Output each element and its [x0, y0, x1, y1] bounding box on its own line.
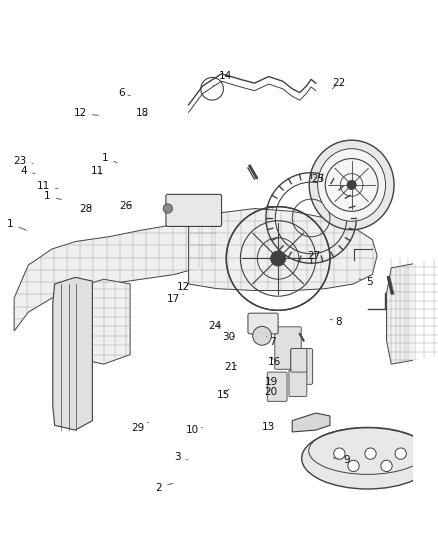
FancyBboxPatch shape: [248, 313, 278, 334]
FancyBboxPatch shape: [291, 349, 313, 384]
Text: 27: 27: [307, 252, 321, 262]
Ellipse shape: [318, 149, 385, 221]
FancyBboxPatch shape: [289, 370, 307, 397]
Text: 23: 23: [13, 156, 33, 166]
Text: 17: 17: [167, 294, 184, 304]
Polygon shape: [386, 259, 438, 364]
Text: 8: 8: [330, 317, 342, 327]
Polygon shape: [188, 208, 377, 290]
Circle shape: [347, 180, 357, 190]
Polygon shape: [292, 413, 330, 432]
Text: 1: 1: [7, 219, 26, 230]
Circle shape: [253, 326, 272, 345]
Circle shape: [365, 448, 376, 459]
Text: 6: 6: [119, 88, 130, 98]
Polygon shape: [53, 277, 92, 430]
Text: 9: 9: [333, 455, 350, 465]
Text: 25: 25: [311, 174, 325, 183]
Text: 3: 3: [174, 453, 188, 463]
Polygon shape: [14, 221, 217, 331]
Text: 22: 22: [332, 78, 345, 89]
Circle shape: [271, 251, 286, 266]
Text: 30: 30: [223, 332, 236, 342]
Polygon shape: [58, 279, 130, 364]
Circle shape: [163, 204, 173, 213]
Text: 10: 10: [185, 425, 202, 435]
Text: 15: 15: [216, 389, 230, 400]
Text: 13: 13: [262, 422, 275, 432]
Text: 12: 12: [177, 281, 191, 292]
Text: 4: 4: [21, 166, 35, 176]
Text: 11: 11: [37, 181, 58, 191]
FancyBboxPatch shape: [275, 327, 301, 369]
Text: 1: 1: [102, 154, 117, 164]
Text: 16: 16: [268, 357, 281, 367]
Text: 5: 5: [359, 277, 373, 287]
Text: 12: 12: [74, 108, 99, 118]
Text: 24: 24: [208, 321, 221, 331]
Circle shape: [381, 460, 392, 472]
Text: 21: 21: [225, 362, 238, 372]
Text: 28: 28: [79, 204, 92, 214]
Ellipse shape: [302, 427, 434, 489]
FancyBboxPatch shape: [291, 349, 307, 372]
Text: 11: 11: [90, 166, 104, 176]
FancyBboxPatch shape: [166, 195, 222, 227]
FancyBboxPatch shape: [267, 372, 287, 401]
Text: 20: 20: [264, 387, 277, 397]
Text: 7: 7: [266, 337, 276, 347]
Text: 29: 29: [132, 422, 148, 433]
Ellipse shape: [309, 140, 394, 230]
Circle shape: [334, 448, 345, 459]
Text: 1: 1: [44, 191, 61, 201]
Circle shape: [395, 448, 406, 459]
Polygon shape: [424, 364, 438, 435]
Text: 19: 19: [265, 377, 278, 387]
Text: 26: 26: [119, 201, 133, 211]
Text: 18: 18: [136, 108, 149, 118]
Text: 2: 2: [155, 482, 173, 492]
Circle shape: [348, 460, 359, 472]
Text: 14: 14: [213, 70, 232, 86]
